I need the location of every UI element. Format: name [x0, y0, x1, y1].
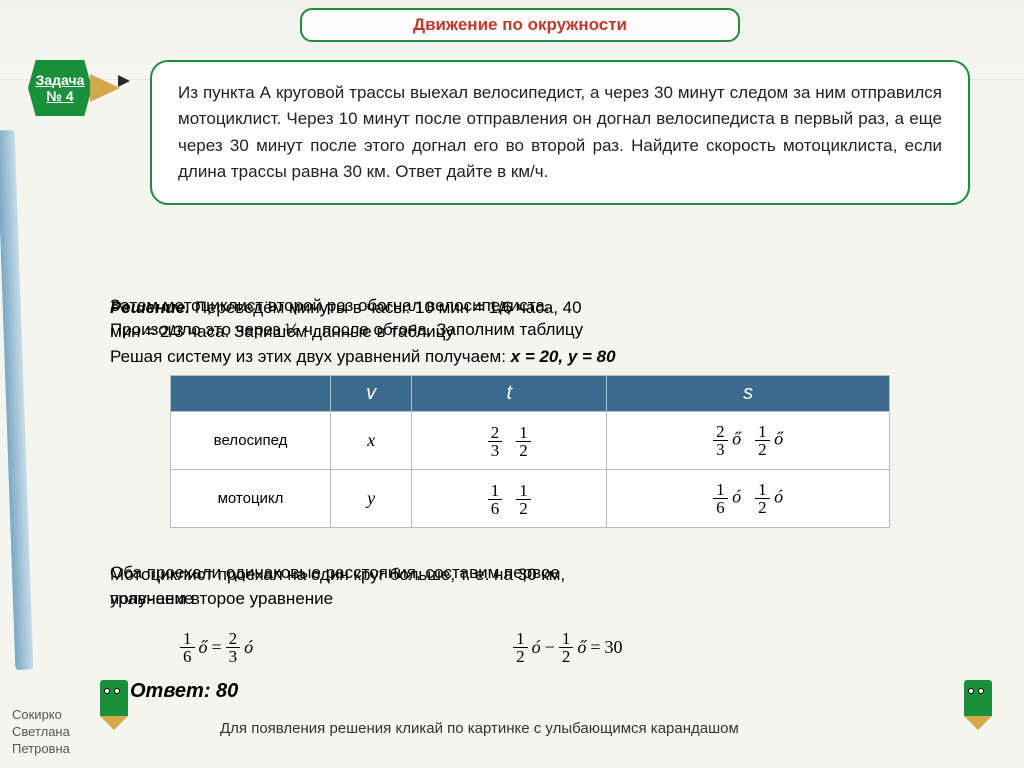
velocity-time-distance-table: v t s велосипед x 23 12 23 ő 12 ő мотоци… [170, 375, 890, 528]
table-header-row: v t s [171, 376, 890, 412]
table-row: велосипед x 23 12 23 ő 12 ő [171, 412, 890, 470]
th-t: t [412, 376, 607, 412]
task-badge: Задача № 4 [28, 60, 122, 116]
solution-overlap-line1: Затем мотоциклист второй раз обогнал вел… [110, 296, 550, 315]
post-line1b: Мотоциклист проехал на один круг больше,… [110, 565, 565, 584]
solution-overlap-line2: Произошло это через ½ ч. после обгона. З… [110, 320, 583, 339]
answer-label: Ответ: [130, 680, 216, 702]
pencil-mascot-right[interactable] [956, 680, 1000, 740]
th-blank [171, 376, 331, 412]
th-v: v [331, 376, 412, 412]
author-credit: Сокирко Светлана Петровна [12, 707, 70, 758]
problem-statement-box: Из пункта А круговой трассы выехал велос… [150, 60, 970, 205]
solution-area: Решение. Переведём минуты в часы: 10 мин… [110, 295, 930, 528]
answer-line: Ответ: 80 [130, 680, 238, 703]
hint-text: Для появления решения кликай по картинке… [220, 720, 739, 737]
page-title-banner: Движение по окружности [300, 8, 740, 42]
table-row: мотоцикл y 16 12 16 ó 12 ó [171, 470, 890, 528]
problem-text: Из пункта А круговой трассы выехал велос… [178, 83, 942, 181]
result-text: Решая систему из этих двух уравнений пол… [110, 347, 511, 366]
equation-2: 12 ó − 12 ő = 30 [513, 630, 622, 665]
task-label: Задача [36, 72, 85, 88]
pencil-tip-icon [90, 74, 120, 102]
th-s: s [607, 376, 890, 412]
answer-value: 80 [216, 680, 238, 702]
background-pencil-decoration [0, 130, 33, 670]
cell-s: 16 ó 12 ó [607, 470, 890, 528]
pencil-lead-icon [118, 75, 130, 87]
task-badge-hex: Задача № 4 [28, 60, 92, 116]
post-line2b: получаем второе уравнение [110, 589, 333, 608]
result-equation: x = 20, y = 80 [511, 347, 616, 366]
row-label: мотоцикл [171, 470, 331, 528]
solution-result-line: Решая систему из этих двух уравнений пол… [110, 347, 930, 367]
cell-s: 23 ő 12 ő [607, 412, 890, 470]
cell-v: y [331, 470, 412, 528]
cell-v: x [331, 412, 412, 470]
task-number: № 4 [46, 88, 73, 104]
row-label: велосипед [171, 412, 331, 470]
page-title: Движение по окружности [413, 15, 627, 35]
equations-row: 16 ő = 23 ó 12 ó − 12 ő = 30 [180, 630, 920, 665]
cell-t: 23 12 [412, 412, 607, 470]
pencil-mascot-left[interactable] [90, 680, 138, 740]
cell-t: 16 12 [412, 470, 607, 528]
equation-1: 16 ő = 23 ó [180, 630, 253, 665]
